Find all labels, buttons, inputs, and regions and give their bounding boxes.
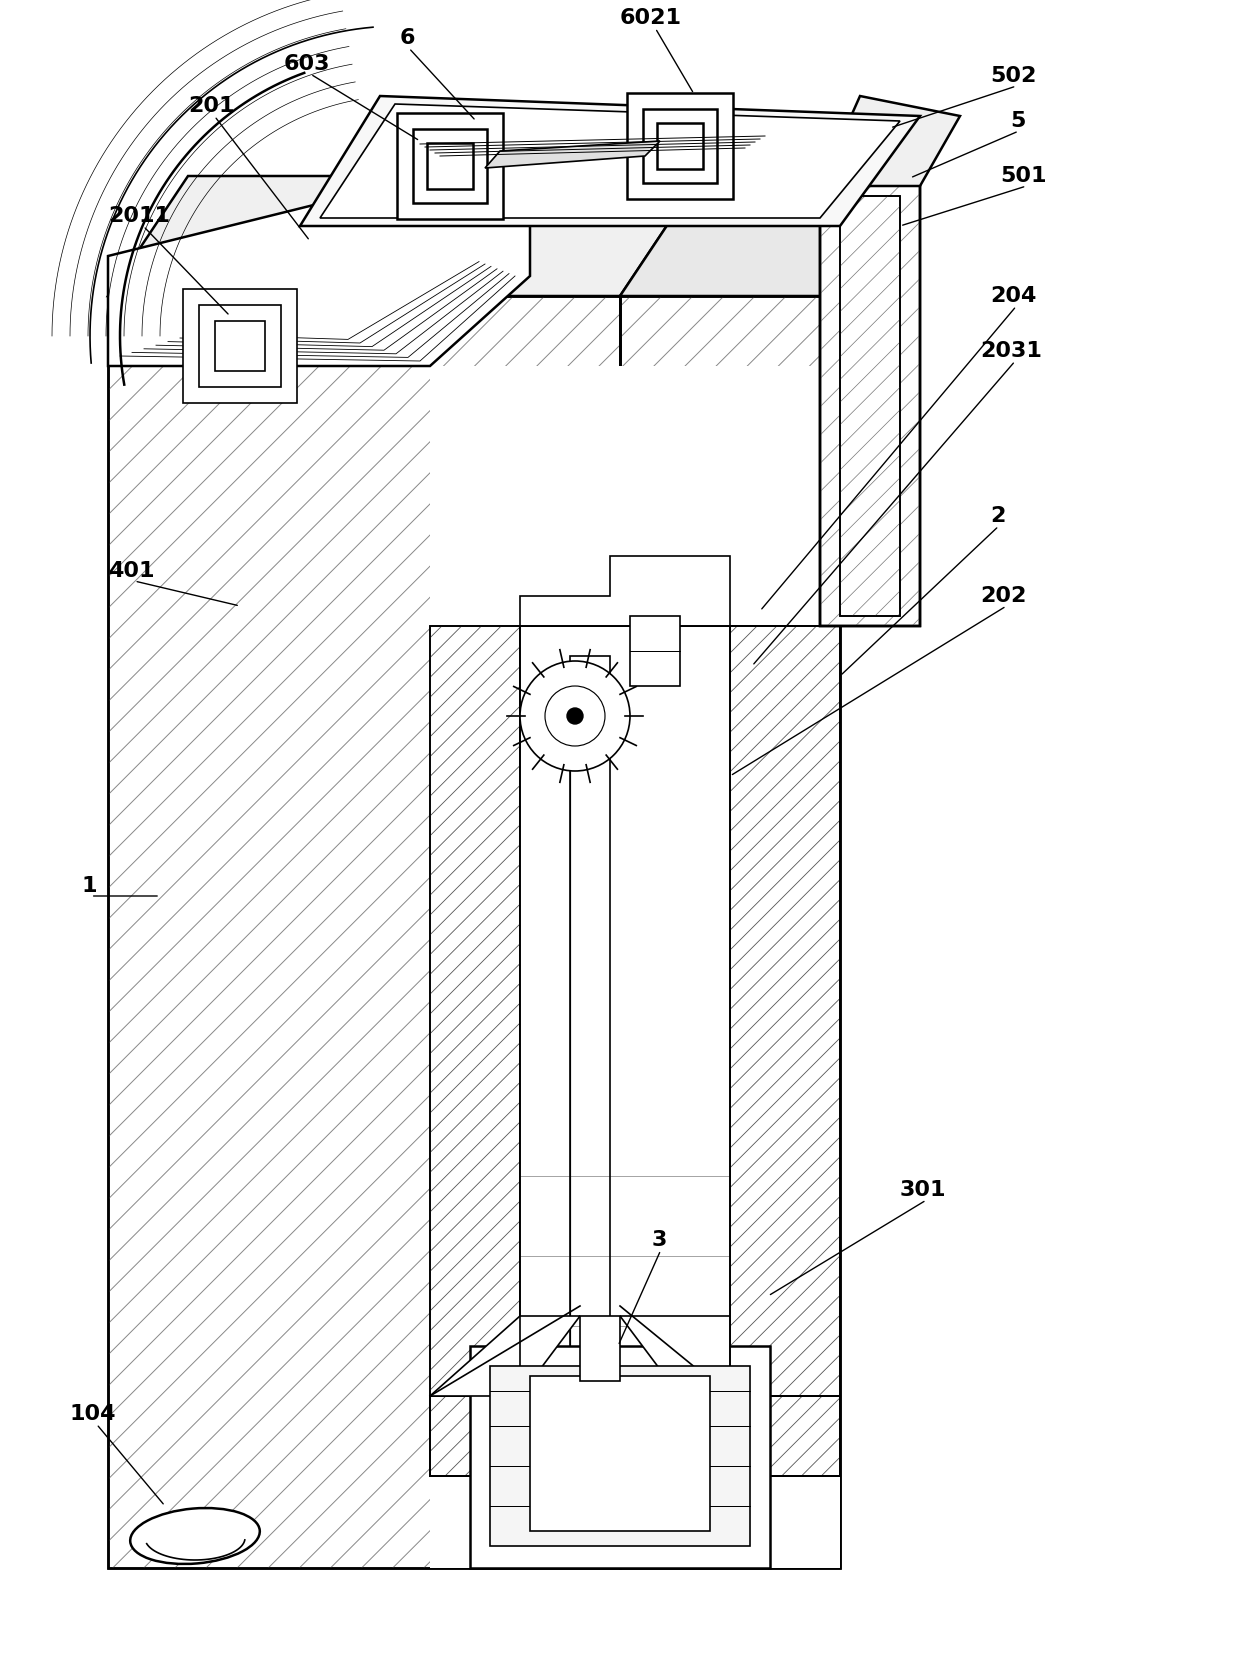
Text: 502: 502 [990,65,1037,85]
Polygon shape [657,124,703,169]
Polygon shape [820,96,960,186]
Text: 6: 6 [401,28,415,49]
Polygon shape [430,1396,839,1477]
Polygon shape [300,96,920,226]
Polygon shape [430,627,520,1477]
Circle shape [567,707,583,724]
Text: 104: 104 [69,1404,117,1425]
Polygon shape [730,627,839,1396]
Polygon shape [580,1316,620,1381]
Text: 2011: 2011 [108,206,170,226]
Polygon shape [490,1366,750,1545]
Circle shape [546,685,605,746]
Polygon shape [108,176,701,297]
Polygon shape [570,655,610,1396]
Polygon shape [520,556,730,627]
Text: 202: 202 [980,587,1027,607]
Polygon shape [820,116,920,627]
Text: 401: 401 [108,561,155,582]
Text: 603: 603 [284,54,331,74]
Polygon shape [485,141,660,168]
Polygon shape [108,196,529,365]
Polygon shape [520,627,730,1396]
Circle shape [520,660,630,771]
Text: 1: 1 [82,877,98,897]
Polygon shape [630,617,680,685]
Text: 6021: 6021 [620,8,682,28]
Polygon shape [730,627,839,1477]
Polygon shape [198,305,281,387]
Polygon shape [627,92,733,199]
Ellipse shape [130,1508,260,1564]
Polygon shape [430,1316,580,1396]
Polygon shape [839,196,900,617]
Text: 301: 301 [900,1180,946,1200]
Text: 2031: 2031 [980,340,1042,360]
Text: 201: 201 [188,96,234,116]
Polygon shape [470,1346,770,1569]
Polygon shape [397,112,503,220]
Polygon shape [428,144,472,189]
Polygon shape [184,290,296,402]
Polygon shape [320,104,900,218]
Polygon shape [430,365,839,1569]
Text: 5: 5 [1011,111,1025,131]
Polygon shape [520,1396,730,1436]
Polygon shape [215,320,265,372]
Polygon shape [413,129,487,203]
Polygon shape [529,1376,711,1530]
Text: 3: 3 [652,1230,667,1250]
Text: 501: 501 [999,166,1047,186]
Polygon shape [108,297,620,1569]
Polygon shape [620,1316,730,1396]
Text: 2: 2 [990,506,1006,526]
Polygon shape [644,109,717,183]
Polygon shape [620,297,839,1569]
Polygon shape [620,176,916,297]
Text: 204: 204 [990,287,1037,307]
